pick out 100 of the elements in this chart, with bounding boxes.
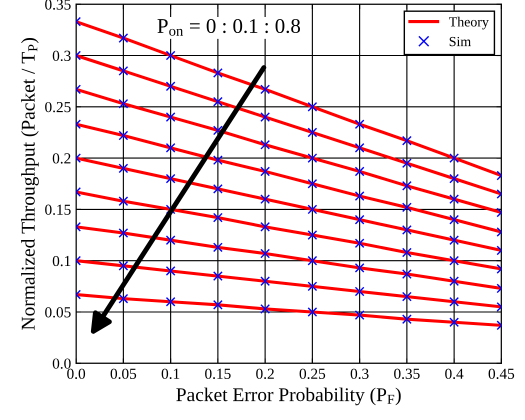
point — [402, 180, 412, 191]
point — [308, 102, 318, 112]
y-tick-label: 0.2 — [52, 153, 70, 164]
y-tick-label: 0.1 — [52, 256, 70, 266]
point — [166, 266, 176, 276]
point — [308, 256, 318, 266]
point — [402, 136, 412, 146]
point — [449, 174, 459, 184]
point — [166, 50, 176, 60]
point — [260, 84, 270, 94]
point — [402, 225, 412, 235]
line-series — [76, 225, 502, 290]
line-series — [76, 122, 502, 234]
point — [308, 128, 318, 138]
point — [213, 271, 223, 281]
point — [354, 142, 364, 153]
x-tick-label: 0.2 — [256, 368, 274, 379]
point — [354, 238, 364, 248]
point — [213, 155, 223, 166]
point — [308, 230, 318, 240]
point — [402, 202, 412, 212]
point — [213, 68, 223, 78]
point — [354, 263, 364, 273]
x-tick-label: 0.0 — [67, 368, 86, 379]
point — [166, 81, 176, 92]
legend-label: Sim — [450, 36, 471, 46]
point — [260, 166, 270, 176]
point — [260, 248, 270, 258]
point — [213, 96, 223, 107]
point — [213, 184, 223, 194]
point — [308, 307, 318, 317]
point — [449, 194, 459, 204]
point — [308, 153, 318, 163]
x-tick-label: 0.35 — [394, 368, 420, 379]
point — [118, 164, 128, 174]
point — [354, 119, 364, 130]
point — [402, 314, 412, 324]
point — [118, 228, 128, 238]
point — [118, 130, 128, 140]
point — [118, 196, 128, 206]
point — [260, 222, 270, 232]
annotation: P$_{on}$ = 0 : 0.1 : 0.8 — [158, 18, 300, 36]
point — [118, 294, 128, 304]
point — [260, 304, 270, 314]
point — [354, 166, 364, 176]
point — [449, 256, 459, 266]
point — [166, 142, 176, 153]
line-series — [76, 156, 502, 252]
point — [402, 292, 412, 302]
point — [449, 317, 459, 328]
point — [402, 269, 412, 279]
y-tick-label: 0.25 — [45, 102, 71, 112]
point — [213, 242, 223, 252]
x-tick-label: 0.3 — [350, 368, 369, 379]
point — [118, 33, 128, 43]
y-tick-label: 0.05 — [45, 307, 71, 318]
point — [213, 212, 223, 222]
line-series — [76, 54, 502, 196]
point — [449, 214, 459, 225]
line-series — [76, 293, 502, 327]
x-axis-title: Packet Error Probability (P$_{F}$) — [176, 388, 401, 406]
point — [118, 98, 128, 109]
point — [213, 300, 223, 310]
point — [260, 140, 270, 150]
point — [354, 286, 364, 296]
point — [354, 191, 364, 201]
point — [166, 296, 176, 307]
point — [308, 204, 318, 214]
x-tick-label: 0.25 — [300, 368, 326, 379]
point — [260, 194, 270, 204]
point — [449, 153, 459, 163]
line-series — [76, 88, 502, 214]
point — [449, 235, 459, 246]
point — [118, 260, 128, 271]
point — [118, 66, 128, 76]
point — [260, 112, 270, 122]
x-tick-label: 0.15 — [205, 368, 231, 379]
y-axis-title: Normalized Throughput (Packet / T$_{P}$) — [21, 38, 39, 330]
x-tick-label: 0.1 — [162, 368, 180, 379]
point — [354, 214, 364, 225]
x-tick-label: 0.05 — [110, 368, 136, 379]
y-tick-label: 0.3 — [52, 50, 71, 62]
point — [166, 235, 176, 246]
point — [449, 296, 459, 307]
point — [308, 178, 318, 189]
point — [449, 276, 459, 286]
point — [166, 174, 176, 184]
point — [402, 248, 412, 258]
y-tick-label: 0.15 — [45, 204, 71, 215]
line-series — [76, 259, 502, 308]
legend-label: Theory — [449, 16, 489, 30]
point — [308, 281, 318, 292]
point — [354, 310, 364, 320]
point — [402, 158, 412, 168]
point — [260, 276, 270, 286]
x-tick-label: 0.4 — [445, 368, 464, 379]
x-tick-label: 0.45 — [488, 368, 514, 379]
point — [166, 112, 176, 122]
line-series — [76, 190, 502, 270]
y-tick-label: 0.0 — [52, 358, 71, 369]
